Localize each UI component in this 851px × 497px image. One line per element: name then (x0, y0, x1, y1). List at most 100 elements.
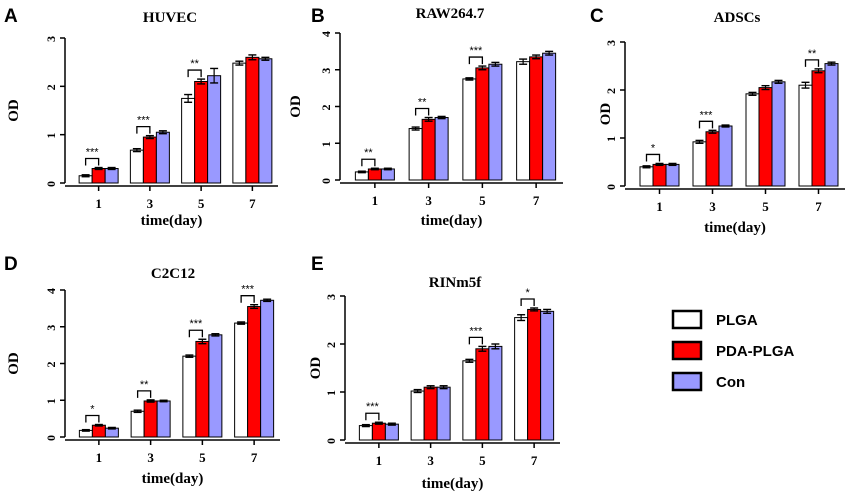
significance-bracket (188, 329, 204, 338)
bar-con (665, 163, 680, 187)
bar-plga (639, 166, 654, 187)
bar-pda-plga (475, 348, 490, 441)
legend-swatch-con (671, 371, 703, 392)
bar-con (434, 117, 449, 181)
x-tick-label: 7 (533, 193, 540, 208)
significance-label: ** (190, 58, 199, 70)
bar-plga (130, 410, 145, 438)
x-tick-label: 7 (531, 453, 538, 468)
x-axis-label: time(day) (142, 471, 204, 487)
bar-pda-plga (475, 67, 490, 181)
y-axis-label: OD (598, 103, 614, 126)
legend-label-con: Con (716, 374, 745, 391)
bar-con (208, 334, 223, 438)
y-tick-label: 4 (319, 31, 333, 37)
bar-pda-plga (421, 118, 436, 181)
significance-label: ** (364, 147, 373, 159)
x-tick-label: 5 (198, 196, 205, 211)
bar-pda-plga (527, 308, 542, 441)
y-tick-label: 2 (44, 362, 58, 368)
x-tick-label: 1 (656, 199, 663, 214)
chart-panel-c2c12: D C2C12 0 1 2 3 4 OD 1 * 3 ** 5 *** 7 *** time(day) (4, 254, 280, 487)
y-tick-label: 0 (324, 438, 338, 444)
panel-letter: C (590, 6, 604, 27)
x-tick-label: 7 (249, 196, 256, 211)
y-tick-label: 3 (319, 68, 333, 74)
bar-plga (408, 128, 423, 181)
bar-con (540, 310, 555, 441)
y-tick-label: 1 (319, 141, 333, 147)
legend-label-plga: PLGA (716, 312, 758, 329)
chart-panel-raw264-7: B RAW264.7 0 1 2 3 4 OD 1 ** 3 ** 5 *** 7 time(day) (288, 6, 563, 229)
significance-label: *** (137, 115, 151, 127)
significance-bracket (361, 158, 376, 167)
bar-con (155, 131, 170, 184)
significance-bracket (414, 107, 430, 116)
bar-plga (514, 317, 529, 441)
panel-letter: A (4, 6, 18, 27)
y-axis-label: OD (6, 99, 22, 122)
chart-title: RINm5f (429, 275, 482, 291)
legend-item-plga: PLGA (671, 309, 758, 330)
significance-label: ** (418, 97, 427, 109)
bar-plga (462, 78, 477, 181)
x-axis-label: time(day) (421, 213, 483, 229)
y-tick-label: 3 (44, 36, 58, 42)
bar-plga (232, 62, 247, 184)
significance-label: *** (469, 45, 483, 57)
significance-label: * (90, 404, 95, 416)
significance-bracket (136, 125, 151, 134)
bar-plga (516, 61, 531, 181)
bar-pda-plga (247, 306, 262, 438)
x-tick-label: 3 (147, 196, 154, 211)
bar-con (380, 168, 395, 181)
significance-label: *** (700, 109, 714, 121)
chart-title: HUVEC (143, 10, 197, 26)
significance-label: ** (140, 379, 149, 391)
panel-letter: E (311, 254, 324, 275)
bar-pda-plga (91, 424, 106, 438)
y-tick-label: 3 (44, 325, 58, 331)
bar-con (488, 345, 503, 441)
y-tick-label: 1 (44, 133, 58, 139)
bar-pda-plga (195, 340, 210, 438)
y-tick-label: 4 (44, 288, 58, 294)
significance-label: *** (189, 318, 203, 330)
y-tick-label: 3 (324, 294, 338, 300)
significance-bracket (85, 414, 100, 423)
bar-pda-plga (758, 87, 773, 187)
legend: PLGA PDA-PLGA Con (671, 309, 795, 392)
x-axis-label: time(day) (141, 213, 203, 229)
significance-label: * (525, 287, 530, 299)
y-axis-label: OD (308, 357, 324, 380)
chart-title: C2C12 (151, 266, 195, 282)
y-tick-label: 1 (604, 136, 618, 142)
bar-pda-plga (652, 163, 667, 187)
x-tick-label: 5 (479, 453, 486, 468)
bar-plga (692, 141, 707, 187)
x-tick-label: 3 (425, 193, 432, 208)
x-tick-label: 3 (427, 453, 434, 468)
significance-label: *** (241, 284, 255, 296)
bar-con (824, 63, 839, 187)
bar-pda-plga (245, 56, 260, 184)
significance-label: *** (86, 147, 100, 159)
bar-pda-plga (143, 400, 158, 438)
y-axis-label: OD (6, 352, 22, 375)
bar-con (384, 423, 399, 441)
bar-con (258, 58, 273, 184)
chart-title: RAW264.7 (416, 6, 485, 22)
chart-panel-rinm5f: E RINm5f 0 1 2 3 OD 1 *** 3 5 *** 7 * time(day) (308, 254, 560, 492)
significance-bracket (520, 298, 535, 306)
x-tick-label: 5 (762, 199, 769, 214)
y-tick-label: 2 (319, 105, 333, 111)
y-tick-label: 1 (324, 390, 338, 396)
bar-pda-plga (705, 131, 720, 187)
y-axis-label: OD (288, 95, 304, 118)
y-tick-label: 3 (604, 40, 618, 46)
bar-pda-plga (371, 422, 386, 441)
significance-bracket (468, 56, 484, 65)
significance-label: *** (366, 401, 380, 413)
legend-item-pda-plga: PDA-PLGA (671, 340, 795, 361)
bar-con (718, 125, 733, 187)
